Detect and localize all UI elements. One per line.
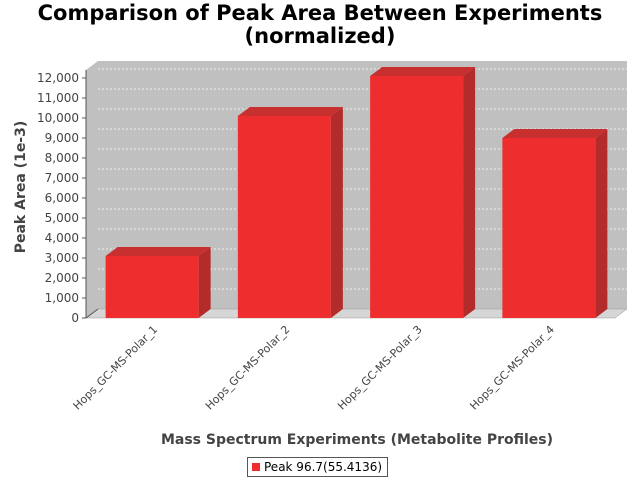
bar-side: [463, 67, 476, 318]
chart-title-line-1: Comparison of Peak Area Between Experime…: [37, 1, 603, 25]
y-axis-depth-line: [85, 308, 99, 319]
bar: [105, 247, 211, 318]
bar-chart: 0 1,000 2,000 3,000 4,000 5,000 6,000 7,000 8,00…: [13, 61, 628, 448]
bar-side: [595, 129, 608, 318]
bar-top: [237, 107, 343, 116]
x-tick-label: Hops_GC-MS-Polar_2: [203, 323, 293, 413]
y-tick-label: 9,000: [45, 131, 79, 145]
bar: [237, 107, 343, 318]
y-axis-title: Peak Area (1e-3): [13, 121, 29, 254]
y-tick-label: 5,000: [45, 211, 79, 225]
bar-top: [370, 67, 476, 76]
bar-side: [330, 107, 343, 318]
y-tick-label: 2,000: [45, 271, 79, 285]
x-axis-title: Mass Spectrum Experiments (Metabolite Pr…: [161, 432, 553, 448]
x-tick-label: Hops_GC-MS-Polar_3: [335, 323, 425, 413]
y-tick-label: 10,000: [37, 111, 79, 125]
chart-title-line-2: (normalized): [244, 24, 396, 48]
bar: [502, 129, 608, 318]
y-tick-label: 12,000: [37, 71, 79, 85]
y-tick-label: 4,000: [45, 231, 79, 245]
x-tick-label: Hops_GC-MS-Polar_4: [467, 323, 557, 413]
y-tick-label: 8,000: [45, 151, 79, 165]
legend-swatch: [252, 463, 260, 471]
bar-front: [502, 138, 596, 318]
bar-front: [370, 76, 464, 318]
y-tick-label: 6,000: [45, 191, 79, 205]
y-tick-label: 1,000: [45, 291, 79, 305]
y-tick-label: 11,000: [37, 91, 79, 105]
y-tick-label: 0: [71, 311, 79, 325]
y-tick-label: 7,000: [45, 171, 79, 185]
bar-front: [105, 256, 199, 318]
x-tick-label: Hops_GC-MS-Polar_1: [71, 323, 161, 413]
bar-side: [198, 247, 211, 318]
plot-area: [86, 61, 627, 318]
legend-label: Peak 96.7(55.4136): [264, 460, 383, 474]
legend: Peak 96.7(55.4136): [247, 457, 389, 477]
bar-top: [105, 247, 211, 256]
bar: [370, 67, 476, 318]
y-tick-label: 3,000: [45, 251, 79, 265]
bar-top: [502, 129, 608, 138]
bar-front: [237, 116, 331, 318]
chart-title: Comparison of Peak Area Between Experime…: [0, 2, 640, 48]
